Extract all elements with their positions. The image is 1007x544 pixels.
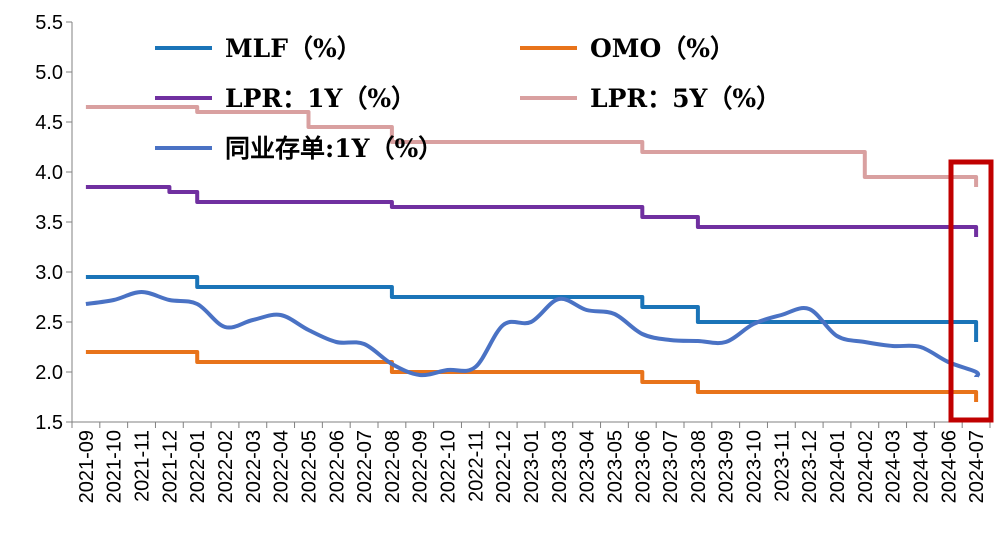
x-tick-label: 2022-12 — [493, 430, 515, 503]
x-tick-label: 2022-05 — [298, 430, 320, 503]
x-tick-label: 2024-01 — [827, 430, 849, 503]
x-tick-label: 2024-07 — [966, 430, 988, 503]
y-tick-label: 3.0 — [35, 262, 63, 284]
x-tick-label: 2022-07 — [354, 430, 376, 503]
y-tick-label: 4.5 — [35, 112, 63, 134]
x-tick-label: 2021-10 — [104, 430, 126, 503]
x-tick-label: 2022-11 — [465, 430, 487, 502]
series-line-2 — [85, 185, 979, 237]
x-tick-label: 2023-04 — [577, 430, 599, 503]
x-tick-label: 2023-10 — [744, 430, 766, 503]
x-tick-label: 2022-03 — [243, 430, 265, 503]
x-tick-label: 2023-01 — [521, 430, 543, 503]
x-tick-label: 2024-06 — [938, 430, 960, 503]
x-tick-label: 2023-03 — [549, 430, 571, 503]
x-tick-label: 2023-07 — [660, 430, 682, 503]
x-tick-label: 2021-12 — [159, 430, 181, 503]
legend: MLF（%） OMO（%） LPR：1Y（%） LPR：5Y（%） 同业存单:1Y（%） — [155, 34, 781, 163]
y-tick-label: 3.5 — [35, 212, 63, 234]
y-tick-label: 1.5 — [35, 412, 63, 434]
x-tick-label: 2022-10 — [438, 430, 460, 503]
y-tick-label: 5.5 — [35, 12, 63, 34]
legend-label-1: OMO（%） — [590, 34, 735, 63]
y-tick-label: 2.5 — [35, 312, 63, 334]
x-tick-label: 2021-09 — [76, 430, 98, 503]
x-tick-label: 2022-06 — [326, 430, 348, 503]
x-tick-label: 2022-04 — [271, 430, 293, 503]
x-tick-label: 2023-08 — [688, 430, 710, 503]
series-layer — [85, 105, 981, 402]
axes: 1.5 2.0 2.5 3.0 3.5 4.0 4.5 5.0 5.5 2021-09 2021-1… — [35, 12, 991, 503]
x-tick-label: 2024-04 — [910, 430, 932, 503]
series-line-1 — [85, 350, 979, 402]
x-tick-label: 2024-02 — [855, 430, 877, 503]
y-tick-label: 5.0 — [35, 62, 63, 84]
series-line-4 — [85, 290, 981, 379]
x-tick-label: 2023-12 — [799, 430, 821, 503]
y-tick-label: 4.0 — [35, 162, 63, 184]
x-tick-label: 2021-11 — [132, 430, 154, 502]
x-tick-label: 2022-08 — [382, 430, 404, 503]
x-tick-label: 2022-02 — [215, 430, 237, 503]
x-tick-label: 2023-11 — [771, 430, 793, 502]
legend-label-3: LPR：5Y（%） — [590, 84, 781, 113]
series-line-3 — [85, 105, 979, 187]
x-tick-label: 2022-01 — [187, 430, 209, 503]
x-tick-label: 2022-09 — [410, 430, 432, 503]
highlight-box — [948, 159, 994, 423]
legend-label-2: LPR：1Y（%） — [225, 84, 416, 113]
series-line-0 — [85, 275, 979, 342]
highlight-rect — [948, 159, 994, 423]
x-tick-label: 2023-05 — [604, 430, 626, 503]
x-tick-label: 2023-06 — [632, 430, 654, 503]
legend-label-4: 同业存单:1Y（%） — [225, 134, 443, 163]
legend-label-0: MLF（%） — [225, 34, 362, 63]
y-tick-label: 2.0 — [35, 362, 63, 384]
x-tick-label: 2023-09 — [716, 430, 738, 503]
x-tick-label: 2024-03 — [883, 430, 905, 503]
